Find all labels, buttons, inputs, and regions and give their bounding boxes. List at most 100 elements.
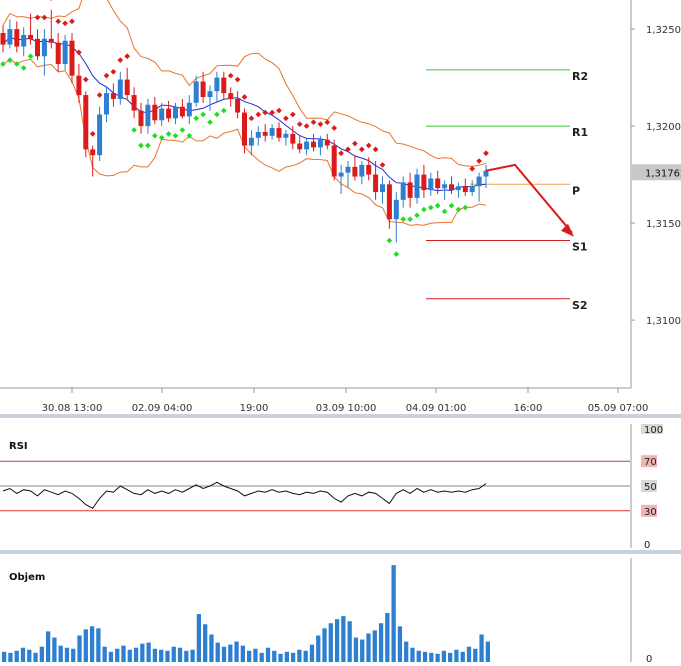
sar-dot-bearish bbox=[227, 72, 234, 79]
volume-bar bbox=[265, 647, 271, 662]
current-price-label: 1,31762 bbox=[645, 168, 681, 179]
candle-body bbox=[235, 98, 241, 113]
sar-dot-bearish bbox=[103, 72, 110, 79]
candle-body bbox=[97, 114, 103, 156]
volume-bar bbox=[184, 650, 189, 662]
volume-bar bbox=[52, 637, 57, 662]
volume-bar bbox=[39, 646, 44, 662]
candle-body bbox=[221, 77, 227, 94]
price-tick-label: 1,3200 bbox=[646, 122, 681, 133]
volume-bar bbox=[115, 648, 120, 662]
volume-bar bbox=[385, 613, 390, 662]
volume-bar bbox=[190, 649, 195, 662]
candle-body bbox=[262, 131, 268, 136]
volume-bar bbox=[422, 651, 428, 662]
rsi-tick-label: 70 bbox=[644, 457, 657, 468]
volume-bar bbox=[171, 646, 176, 662]
candle-body bbox=[21, 34, 27, 47]
sar-dot-bearish bbox=[62, 20, 68, 27]
candle-body bbox=[269, 128, 275, 136]
sar-dot-bearish bbox=[324, 119, 331, 126]
volume-bar bbox=[228, 644, 233, 662]
pivot-label-s2: S2 bbox=[572, 299, 588, 312]
volume-bar bbox=[234, 641, 239, 662]
candle-body bbox=[159, 108, 165, 121]
rsi-tick-label: 100 bbox=[644, 425, 663, 436]
sar-dot-bullish bbox=[193, 115, 200, 122]
candle-body bbox=[131, 95, 137, 111]
volume-bar bbox=[278, 653, 283, 662]
price-tick-label: 1,3100 bbox=[646, 316, 681, 327]
candle-body bbox=[83, 95, 89, 150]
volume-bar bbox=[108, 651, 114, 662]
volume-bar bbox=[89, 626, 95, 662]
volume-bar bbox=[328, 623, 333, 662]
candle-body bbox=[414, 174, 420, 198]
sar-dot-bullish bbox=[400, 216, 407, 223]
candle-body bbox=[449, 184, 454, 191]
sar-dot-bullish bbox=[214, 111, 220, 118]
rsi-level-tag bbox=[641, 455, 657, 468]
sar-dot-bearish bbox=[55, 18, 62, 25]
candle-body bbox=[255, 131, 261, 138]
volume-bar bbox=[27, 649, 32, 662]
candle-body bbox=[283, 133, 289, 138]
volume-bar bbox=[429, 652, 434, 662]
time-tick-label: 04.09 01:00 bbox=[406, 403, 467, 414]
candle-body bbox=[352, 166, 358, 177]
sar-dot-bullish bbox=[207, 119, 213, 126]
volume-bar bbox=[33, 652, 38, 662]
sar-dot-bearish bbox=[358, 146, 365, 153]
sar-dot-bullish bbox=[448, 202, 455, 209]
candle-body bbox=[145, 104, 151, 127]
candle-body bbox=[248, 137, 254, 146]
sar-dot-bullish bbox=[165, 131, 172, 137]
volume-bar bbox=[58, 645, 63, 662]
time-tick-label: 16:00 bbox=[514, 403, 543, 414]
candle-body bbox=[366, 164, 372, 175]
sar-dot-bullish bbox=[186, 132, 193, 139]
volume-bar bbox=[146, 642, 151, 662]
rsi-level-tag bbox=[641, 504, 657, 517]
sar-dot-bearish bbox=[372, 146, 379, 153]
sar-dot-bullish bbox=[138, 142, 144, 149]
sar-dot-bearish bbox=[234, 76, 241, 83]
sar-dot-bullish bbox=[421, 206, 427, 213]
candle-body bbox=[214, 77, 220, 92]
volume-bar bbox=[372, 630, 377, 662]
sar-dot-bearish bbox=[269, 109, 275, 116]
candle-body bbox=[442, 184, 448, 189]
candle-body bbox=[179, 106, 185, 117]
pivot-label-s1: S1 bbox=[572, 241, 588, 254]
volume-bar bbox=[20, 647, 26, 662]
volume-bar bbox=[77, 635, 82, 662]
panel-separator bbox=[0, 550, 681, 554]
sar-dot-bearish bbox=[289, 111, 296, 118]
current-price-tag bbox=[632, 164, 681, 181]
rsi-tick-label: 30 bbox=[644, 507, 657, 518]
price-tick-label: 1,3150 bbox=[646, 219, 681, 230]
candle-body bbox=[200, 81, 206, 97]
volume-bar bbox=[466, 646, 472, 662]
sar-dot-bearish bbox=[310, 119, 317, 126]
volume-bar bbox=[303, 650, 308, 662]
candle-body bbox=[311, 141, 316, 148]
volume-bar bbox=[102, 646, 107, 662]
sar-dot-bullish bbox=[414, 212, 420, 219]
sar-dot-bullish bbox=[20, 65, 27, 71]
volume-bar bbox=[127, 649, 132, 662]
sar-dot-bearish bbox=[248, 115, 255, 122]
volume-bar bbox=[196, 614, 202, 662]
volume-panel: Objem 0 bbox=[2, 565, 652, 665]
volume-bar bbox=[272, 650, 277, 662]
candle-body bbox=[76, 75, 82, 96]
candle-body bbox=[373, 174, 379, 193]
candle-body bbox=[62, 40, 68, 65]
volume-bar bbox=[2, 651, 7, 662]
volume-bar bbox=[397, 626, 403, 662]
rsi-tick-label: 50 bbox=[644, 482, 657, 493]
sar-dot-bearish bbox=[82, 76, 89, 83]
volume-bar bbox=[64, 647, 70, 662]
